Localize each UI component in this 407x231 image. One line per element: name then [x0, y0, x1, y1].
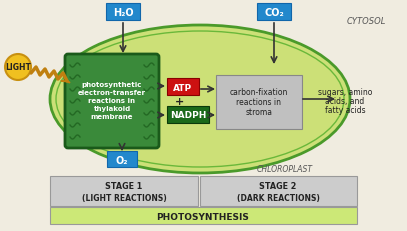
Text: carbon-fixation: carbon-fixation [230, 88, 288, 97]
Text: sugars, amino: sugars, amino [318, 88, 372, 97]
Text: electron-transfer: electron-transfer [78, 90, 146, 96]
FancyBboxPatch shape [257, 4, 291, 21]
FancyBboxPatch shape [216, 76, 302, 129]
Text: STAGE 2: STAGE 2 [259, 182, 297, 191]
Text: (DARK REACTIONS): (DARK REACTIONS) [236, 194, 319, 203]
FancyBboxPatch shape [50, 176, 198, 206]
Text: photosynthetic: photosynthetic [82, 82, 142, 88]
FancyBboxPatch shape [106, 4, 140, 21]
Text: LIGHT: LIGHT [5, 63, 31, 72]
Text: reactions in: reactions in [88, 97, 136, 103]
FancyBboxPatch shape [200, 176, 357, 206]
FancyBboxPatch shape [107, 151, 137, 167]
Text: membrane: membrane [91, 113, 133, 119]
Circle shape [5, 55, 31, 81]
Text: H₂O: H₂O [113, 8, 133, 18]
FancyBboxPatch shape [65, 55, 159, 148]
Text: CYTOSOL: CYTOSOL [346, 17, 386, 26]
Ellipse shape [50, 26, 350, 173]
Text: stroma: stroma [245, 108, 273, 117]
Text: fatty acids: fatty acids [325, 106, 365, 115]
Text: O₂: O₂ [116, 155, 128, 165]
Text: +: + [175, 97, 185, 106]
FancyBboxPatch shape [50, 207, 357, 224]
Text: (LIGHT REACTIONS): (LIGHT REACTIONS) [82, 194, 166, 203]
FancyBboxPatch shape [167, 106, 209, 123]
Text: STAGE 1: STAGE 1 [105, 182, 142, 191]
FancyBboxPatch shape [167, 79, 199, 96]
Text: PHOTOSYNTHESIS: PHOTOSYNTHESIS [157, 213, 249, 222]
Text: thylakoid: thylakoid [93, 106, 131, 112]
Text: reactions in: reactions in [236, 98, 282, 107]
Text: acids, and: acids, and [325, 97, 365, 106]
Text: NADPH: NADPH [170, 111, 206, 120]
Text: CHLOROPLAST: CHLOROPLAST [257, 165, 313, 174]
Text: ATP: ATP [173, 84, 193, 93]
Text: CO₂: CO₂ [264, 8, 284, 18]
